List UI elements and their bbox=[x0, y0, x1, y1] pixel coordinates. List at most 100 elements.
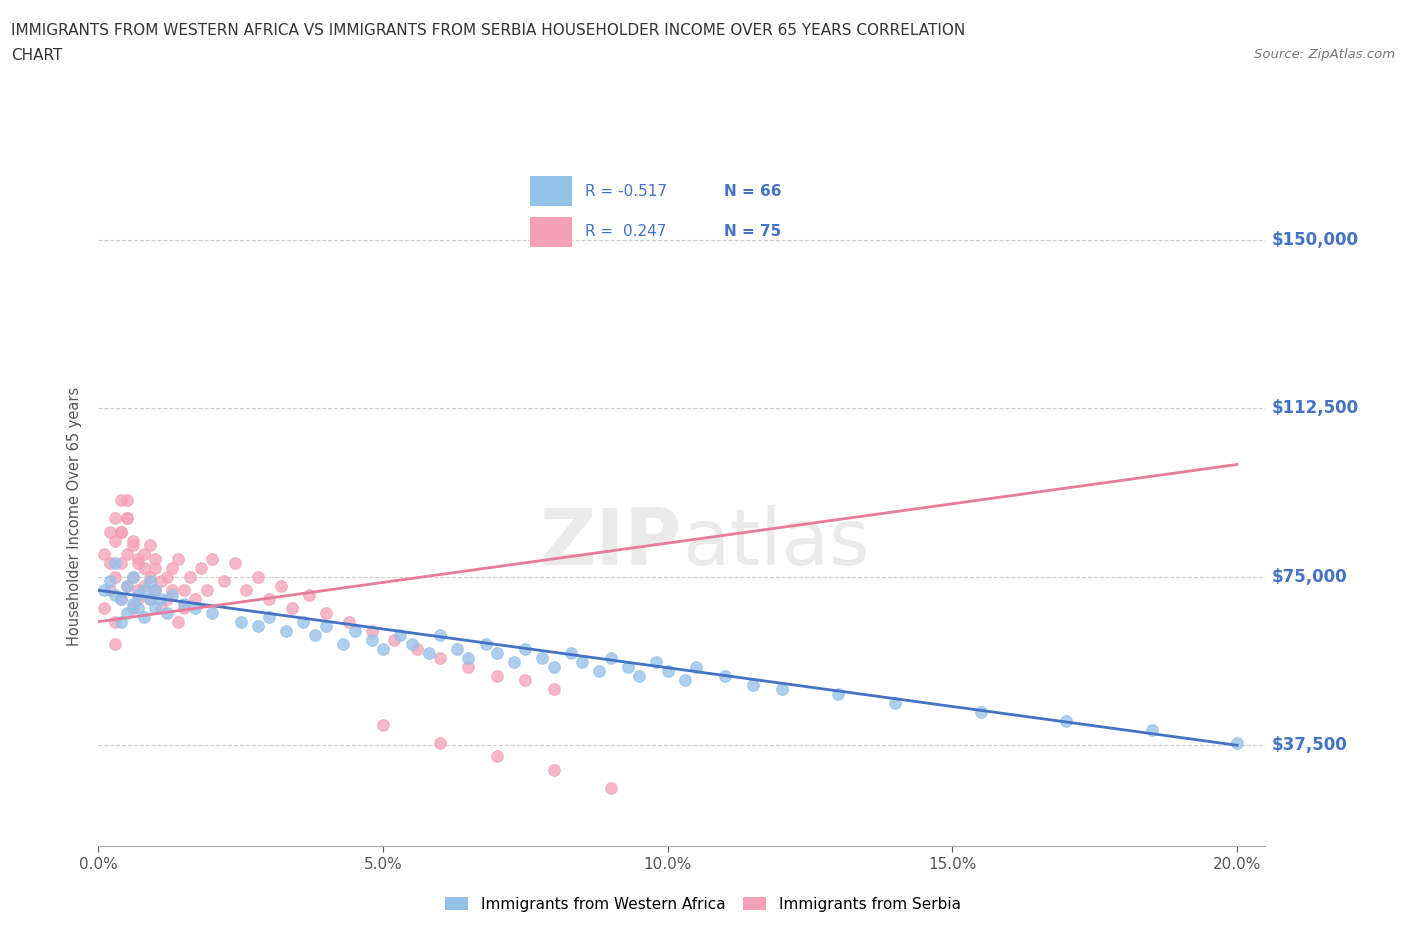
Point bbox=[98, 574, 121, 589]
Point bbox=[143, 583, 166, 598]
Point bbox=[1140, 722, 1163, 737]
Point bbox=[167, 615, 190, 630]
Point bbox=[457, 659, 479, 674]
Point bbox=[121, 538, 143, 552]
Point bbox=[332, 637, 354, 652]
Point bbox=[104, 588, 127, 603]
Point bbox=[599, 780, 621, 795]
Point bbox=[970, 704, 993, 719]
Point bbox=[485, 668, 508, 683]
Point bbox=[276, 623, 298, 638]
Point bbox=[173, 583, 195, 598]
Point bbox=[599, 650, 621, 665]
Point bbox=[162, 583, 184, 598]
Point bbox=[150, 591, 173, 606]
Point bbox=[184, 601, 207, 616]
Point bbox=[104, 534, 127, 549]
Point bbox=[132, 561, 155, 576]
Text: $112,500: $112,500 bbox=[1271, 399, 1358, 418]
Point bbox=[127, 556, 149, 571]
Point bbox=[371, 718, 394, 733]
Point bbox=[298, 588, 321, 603]
Point bbox=[446, 641, 468, 656]
Point bbox=[127, 601, 149, 616]
Point bbox=[337, 615, 360, 630]
Point bbox=[104, 556, 127, 571]
Text: $150,000: $150,000 bbox=[1271, 231, 1358, 249]
Point bbox=[645, 655, 668, 670]
Point bbox=[132, 610, 155, 625]
Text: N = 75: N = 75 bbox=[724, 224, 782, 239]
Text: N = 66: N = 66 bbox=[724, 184, 782, 199]
Point bbox=[827, 686, 849, 701]
Point bbox=[110, 525, 132, 539]
Point bbox=[628, 668, 651, 683]
Point bbox=[190, 561, 212, 576]
Point bbox=[115, 511, 138, 525]
Point bbox=[474, 637, 496, 652]
Point bbox=[389, 628, 412, 643]
Point bbox=[104, 615, 127, 630]
Point bbox=[292, 615, 315, 630]
Point bbox=[429, 736, 451, 751]
Point bbox=[246, 569, 269, 584]
Point bbox=[132, 578, 155, 593]
Point bbox=[110, 615, 132, 630]
Point bbox=[156, 569, 179, 584]
Point bbox=[315, 618, 337, 633]
Point bbox=[315, 605, 337, 620]
Point bbox=[143, 561, 166, 576]
Point bbox=[127, 583, 149, 598]
Point bbox=[143, 601, 166, 616]
Point bbox=[246, 618, 269, 633]
Point bbox=[179, 569, 201, 584]
Text: $75,000: $75,000 bbox=[1271, 568, 1347, 586]
Point bbox=[270, 578, 292, 593]
Point bbox=[138, 574, 160, 589]
Point bbox=[384, 632, 406, 647]
Text: IMMIGRANTS FROM WESTERN AFRICA VS IMMIGRANTS FROM SERBIA HOUSEHOLDER INCOME OVER: IMMIGRANTS FROM WESTERN AFRICA VS IMMIGR… bbox=[11, 23, 966, 38]
Legend: Immigrants from Western Africa, Immigrants from Serbia: Immigrants from Western Africa, Immigran… bbox=[439, 891, 967, 918]
Point bbox=[257, 591, 280, 606]
Point bbox=[115, 511, 138, 525]
Bar bbox=[530, 177, 572, 206]
Point bbox=[503, 655, 526, 670]
Point bbox=[121, 569, 143, 584]
Point bbox=[104, 511, 127, 525]
Point bbox=[121, 596, 143, 611]
Point bbox=[115, 578, 138, 593]
Point bbox=[184, 591, 207, 606]
Point bbox=[201, 605, 224, 620]
Point bbox=[110, 591, 132, 606]
Point bbox=[201, 551, 224, 566]
Point bbox=[162, 561, 184, 576]
Point bbox=[371, 641, 394, 656]
Point bbox=[110, 525, 132, 539]
Text: R = -0.517: R = -0.517 bbox=[585, 184, 666, 199]
Point bbox=[143, 551, 166, 566]
Point bbox=[418, 645, 440, 660]
Point bbox=[115, 578, 138, 593]
Y-axis label: Householder Income Over 65 years: Householder Income Over 65 years bbox=[67, 387, 83, 645]
Point bbox=[429, 628, 451, 643]
Point bbox=[406, 641, 429, 656]
Point bbox=[360, 623, 382, 638]
Point bbox=[257, 610, 280, 625]
Point bbox=[1054, 713, 1077, 728]
Point bbox=[1226, 736, 1249, 751]
Point bbox=[98, 525, 121, 539]
Point bbox=[121, 569, 143, 584]
Point bbox=[884, 695, 907, 710]
Point bbox=[224, 556, 246, 571]
Point bbox=[281, 601, 304, 616]
Point bbox=[685, 659, 707, 674]
Point bbox=[98, 583, 121, 598]
Point bbox=[673, 672, 696, 687]
Point bbox=[156, 591, 179, 606]
Point bbox=[429, 650, 451, 665]
Point bbox=[173, 596, 195, 611]
Point bbox=[150, 601, 173, 616]
Point bbox=[132, 547, 155, 562]
Point bbox=[173, 601, 195, 616]
Point bbox=[543, 763, 565, 777]
